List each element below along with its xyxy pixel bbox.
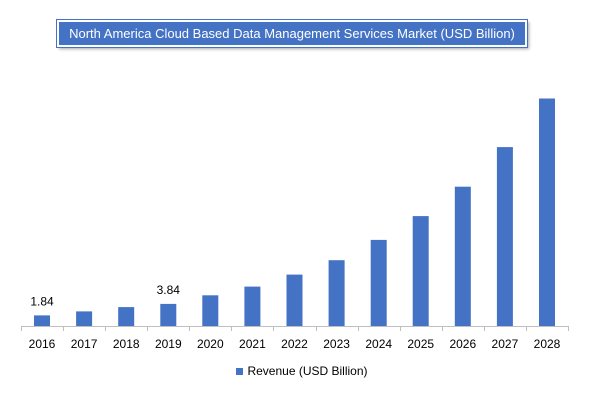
bar-2016 [34,315,50,326]
bar-2022 [287,275,303,326]
x-tick-label-2016: 2016 [29,337,56,351]
x-tick-label-2027: 2027 [492,337,519,351]
x-tick-label-2028: 2028 [534,337,561,351]
bar-2027 [497,147,513,326]
x-tick-label-2021: 2021 [239,337,266,351]
x-tick-label-2024: 2024 [365,337,392,351]
bar-2017 [76,311,92,326]
data-label-2019: 3.84 [157,283,181,297]
x-tick-label-2018: 2018 [113,337,140,351]
legend: Revenue (USD Billion) [0,364,604,378]
x-tick-label-2023: 2023 [323,337,350,351]
x-tick-label-2019: 2019 [155,337,182,351]
bar-2018 [118,307,134,326]
x-tick-label-2026: 2026 [449,337,476,351]
chart-area: 2016 2017 2018 2019 2020 2021 2022 2023 2024 2025… [0,0,604,403]
x-tick-label-2022: 2022 [281,337,308,351]
x-tick-label-2025: 2025 [407,337,434,351]
bar-2019 [160,304,176,326]
bar-2025 [413,216,429,326]
bar-2028 [539,99,555,327]
legend-label: Revenue (USD Billion) [247,364,367,378]
data-label-2016: 1.84 [30,294,54,308]
legend-swatch [236,368,243,375]
x-tick-label-2017: 2017 [71,337,98,351]
bar-2021 [244,287,260,326]
bar-2020 [202,295,218,326]
bar-2026 [455,187,471,326]
bar-2023 [329,260,345,326]
bar-2024 [371,240,387,326]
x-tick-label-2020: 2020 [197,337,224,351]
